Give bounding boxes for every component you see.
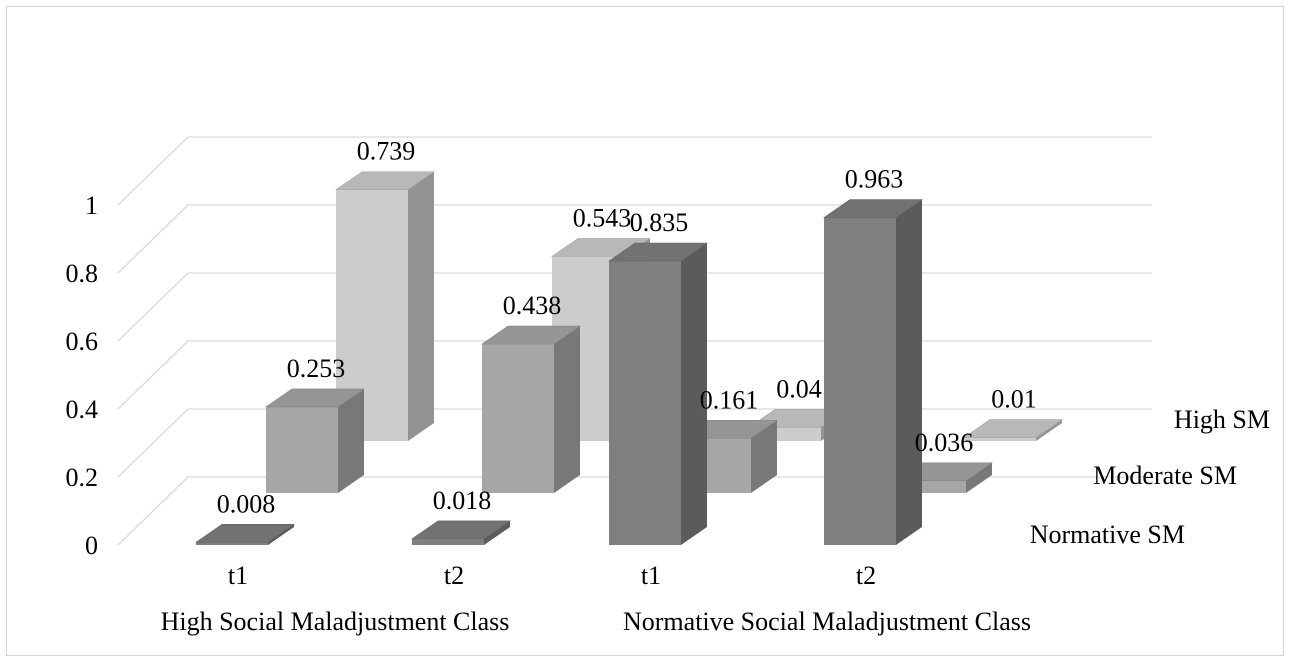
y-tick-label: 0 (85, 531, 98, 560)
y-tick-label: 0.4 (66, 395, 99, 424)
legend-item: High SM (1174, 405, 1270, 434)
y-tick-label: 0.8 (66, 259, 99, 288)
gridline-depth (117, 204, 189, 274)
bar-top (411, 520, 511, 540)
bar-side (554, 326, 580, 493)
bar-side (338, 388, 364, 493)
bar-normative-sm-1 (195, 523, 295, 545)
group-label: Normative Social Maladjustment Class (623, 607, 1031, 636)
bar-top (608, 242, 708, 262)
bar-front (609, 261, 681, 545)
gridline-depth (117, 340, 189, 410)
bar-side (896, 199, 922, 545)
bar-top (963, 419, 1063, 438)
bars-layer (195, 171, 1063, 545)
y-tick-label: 1 (85, 191, 98, 220)
bar-front (196, 542, 268, 545)
gridline-depth (117, 476, 189, 546)
data-label: 0.543 (573, 203, 632, 232)
data-label: 0.438 (503, 291, 562, 320)
y-tick-label: 0.6 (66, 327, 99, 356)
bar-side (408, 171, 434, 442)
data-label: 0.963 (845, 165, 904, 194)
y-tick-label: 0.2 (66, 463, 99, 492)
bar-side (966, 462, 992, 493)
data-label: 0.036 (915, 428, 974, 457)
data-label: 0.018 (433, 486, 492, 515)
data-label: 0.253 (287, 354, 346, 383)
bar-moderate-sm-1 (265, 388, 365, 493)
data-label: 0.739 (357, 137, 416, 166)
gridline-depth (117, 272, 189, 342)
bar-normative-sm-3 (608, 242, 708, 545)
bar-front (482, 344, 554, 493)
bar-front (412, 538, 484, 545)
bar-top (195, 523, 295, 543)
bar-top (823, 199, 923, 218)
bar-front (964, 437, 1036, 441)
data-label: 0.835 (630, 208, 689, 237)
bar-normative-sm-4 (823, 199, 923, 545)
x-tick-label: t2 (444, 561, 464, 590)
bar-side (1036, 419, 1062, 441)
data-label: 0.008 (217, 489, 276, 518)
text-layer: 0 0.2 0.4 0.6 0.8 1 0.739 0.543 0.04 0.01 0.253 0.4… (66, 137, 1271, 636)
bar-side (484, 520, 510, 545)
data-label: 0.161 (700, 385, 759, 414)
x-tick-label: t2 (856, 561, 876, 590)
x-tick-label: t1 (641, 561, 661, 590)
bar-normative-sm-2 (411, 520, 511, 545)
x-tick-label: t1 (228, 561, 248, 590)
bar-side (751, 420, 777, 493)
bar-side (268, 524, 294, 545)
group-label: High Social Maladjustment Class (161, 607, 510, 636)
bar-side (681, 243, 707, 545)
bar-moderate-sm-2 (481, 325, 581, 493)
bar-top (481, 325, 581, 345)
bar-top (335, 171, 435, 191)
data-label: 0.01 (991, 385, 1037, 414)
bar-high-sm-4 (963, 419, 1063, 441)
bar-top (265, 388, 365, 408)
data-label: 0.04 (776, 374, 822, 403)
legend-item: Moderate SM (1093, 461, 1237, 490)
bar-front (824, 217, 896, 545)
legend-item: Normative SM (1030, 520, 1185, 549)
gridline-depth (117, 136, 189, 206)
bar-front (266, 406, 338, 493)
gridline-depth (117, 408, 189, 478)
